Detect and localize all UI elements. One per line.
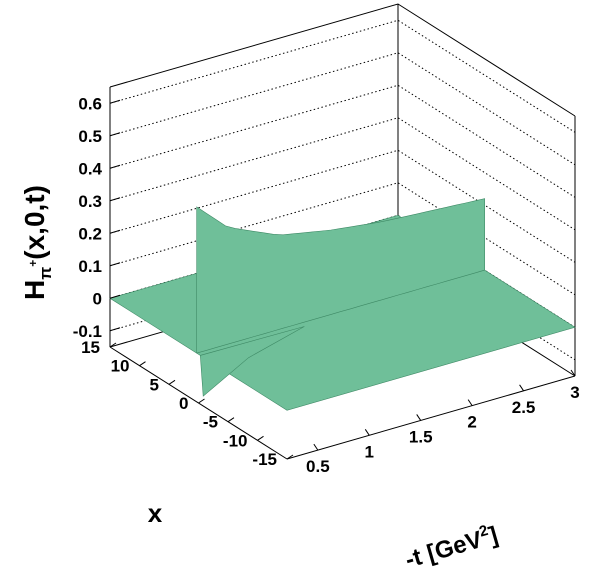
z-tick-label: 0.2 <box>78 224 102 243</box>
z-tick-label: 0.5 <box>78 127 102 146</box>
z-tick-label: 0.6 <box>78 94 102 113</box>
z-tick-label: 0 <box>93 289 102 308</box>
x-tick-label: 1 <box>365 442 374 461</box>
y-tick-mark <box>169 380 175 384</box>
y-tick-mark <box>140 362 146 366</box>
z-tick-mark <box>110 328 120 331</box>
z-axis-title: Hπ+(x,0,t) <box>19 185 55 300</box>
x-tick-label: 2.5 <box>512 398 536 417</box>
y-tick-mark <box>199 399 205 403</box>
x-tick-mark <box>314 444 318 450</box>
y-tick-label: 15 <box>81 338 100 357</box>
x-axis-title: -t [GeV2] <box>402 520 501 574</box>
z-tick-mark <box>110 100 120 103</box>
y-tick-mark <box>258 436 264 440</box>
z-tick-mark <box>110 263 120 266</box>
top-edge <box>110 4 575 116</box>
y-tick-label: 0 <box>179 394 188 413</box>
z-tick-label: 0.4 <box>78 159 102 178</box>
y-tick-label: 10 <box>111 357 130 376</box>
x-tick-label: 1.5 <box>409 427 433 446</box>
z-tick-mark <box>110 165 120 168</box>
z-axis-ticks: 0.60.50.40.30.20.10-0.1 <box>73 94 120 341</box>
surface-mesh <box>110 199 575 411</box>
y-tick-label: 5 <box>150 375 159 394</box>
z-tick-label: 0.1 <box>78 257 102 276</box>
x-tick-mark <box>365 429 369 435</box>
z-tick-mark <box>110 133 120 136</box>
x-tick-mark <box>520 385 524 391</box>
x-tick-label: 3 <box>570 383 579 402</box>
y-tick-label: -10 <box>223 431 248 450</box>
y-tick-label: -5 <box>203 413 218 432</box>
x-tick-label: 2 <box>467 413 476 432</box>
x-tick-label: 0.5 <box>306 457 330 476</box>
z-tick-label: 0.3 <box>78 192 102 211</box>
y-tick-mark <box>228 418 234 422</box>
y-axis-title: x <box>148 498 163 528</box>
z-tick-mark <box>110 230 120 233</box>
x-tick-mark <box>417 414 421 420</box>
z-tick-mark <box>110 198 120 201</box>
x-tick-mark <box>468 400 472 406</box>
y-tick-label: -15 <box>252 450 277 469</box>
